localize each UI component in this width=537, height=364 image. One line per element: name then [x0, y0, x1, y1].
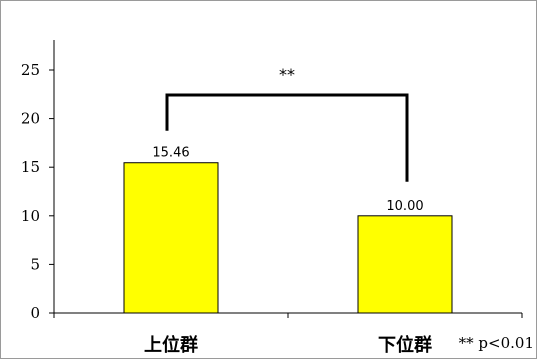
y-tick-label: 5: [30, 255, 40, 273]
y-axis: 0 5 10 15 20 25: [21, 40, 55, 322]
y-tick-label: 10: [21, 207, 40, 225]
y-tick-label: 20: [21, 110, 40, 128]
bracket-line: [165, 93, 409, 182]
data-label-2: 10.00: [386, 199, 423, 214]
bars: 15.46 10.00: [123, 146, 453, 314]
category-label-1: 上位群: [144, 334, 198, 356]
data-label-1: 15.46: [152, 146, 189, 161]
significance-bracket: ** ** p<0.01: [165, 65, 534, 352]
category-label-2: 下位群: [378, 334, 432, 356]
bar-2: [357, 215, 453, 314]
y-tick-label: 25: [21, 61, 40, 79]
significance-note: ** p<0.01: [459, 334, 534, 352]
y-tick-label: 15: [21, 158, 40, 176]
significance-label: **: [279, 65, 295, 84]
bar-1: [123, 162, 219, 314]
y-tick-label: 0: [30, 304, 40, 322]
